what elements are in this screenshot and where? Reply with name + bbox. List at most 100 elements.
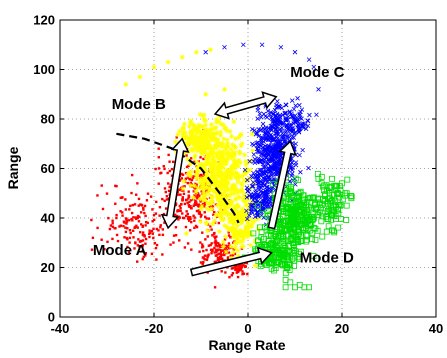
data-point-yellow [243,225,248,230]
data-point-red [116,234,118,236]
data-point-yellow [204,138,209,143]
data-point-red [96,194,98,196]
data-point-yellow [191,195,196,200]
data-point-red [228,242,230,244]
data-point-yellow [198,180,203,185]
data-point-yellow [191,123,196,128]
data-point-red [156,228,158,230]
data-point-red [187,197,189,199]
data-point-yellow [219,122,224,127]
data-point-red [96,227,98,229]
data-point-red [237,276,239,278]
data-point-green [345,177,350,182]
y-axis-label: Range [5,146,21,189]
data-point-red [151,208,153,210]
data-point-yellow [198,146,203,151]
data-point-yellow [236,135,241,140]
data-point-red [130,192,132,194]
data-point-red [182,174,184,176]
mode-label: Mode A [93,242,147,259]
data-point-yellow [222,126,227,131]
data-point-red [115,217,117,219]
data-point-yellow [239,143,244,148]
data-point-red [208,244,210,246]
data-point-yellow [201,112,206,117]
data-point-yellow [229,202,234,207]
data-point-yellow [208,128,213,133]
data-point-yellow [166,60,171,65]
data-point-blue [307,58,311,62]
data-point-red [194,201,196,203]
data-point-green [344,203,349,208]
data-point-green [324,229,329,234]
data-point-red [232,267,234,269]
data-point-red [214,286,216,288]
data-point-yellow [226,226,231,231]
data-point-red [126,220,128,222]
data-point-yellow [243,159,248,164]
data-point-yellow [182,122,187,127]
data-point-red [158,167,160,169]
data-point-red [189,229,191,231]
data-point-green [283,277,288,282]
data-point-yellow [232,154,237,159]
data-point-blue [307,113,311,117]
data-point-red [162,228,164,230]
data-point-red [238,269,240,271]
data-point-red [125,218,127,220]
data-point-blue [275,99,279,103]
mode-label: Mode B [112,96,166,113]
data-point-yellow [233,171,238,176]
data-point-yellow [234,204,239,209]
data-point-red [158,148,160,150]
data-point-red [166,172,168,174]
data-point-yellow [181,179,186,184]
data-point-yellow [228,175,233,180]
data-point-yellow [243,214,248,219]
data-point-yellow [218,161,223,166]
data-point-red [159,206,161,208]
data-point-blue [294,163,298,167]
data-point-yellow [206,191,211,196]
data-point-red [169,170,171,172]
data-point-red [129,205,131,207]
data-point-red [220,270,222,272]
data-point-yellow [183,130,188,135]
data-point-red [200,215,202,217]
data-point-red [129,237,131,239]
data-point-yellow [203,151,208,156]
data-point-blue [290,99,294,103]
data-point-red [186,166,188,168]
data-point-red [236,271,238,273]
data-point-yellow [234,235,239,240]
data-point-yellow [180,186,185,191]
data-point-yellow [219,214,224,219]
data-point-yellow [194,189,199,194]
data-point-red [132,204,134,206]
data-point-red [154,242,156,244]
data-point-red [114,203,116,205]
data-point-yellow [237,151,242,156]
y-tick-label: 100 [33,62,55,77]
data-point-red [172,161,174,163]
data-point-blue [204,50,208,54]
data-point-red [187,216,189,218]
data-point-red [160,224,162,226]
data-point-red [206,259,208,261]
data-point-yellow [250,148,255,153]
data-point-red [169,243,171,245]
data-point-red [172,241,174,243]
data-point-red [155,247,157,249]
data-point-red [123,220,125,222]
data-point-red [168,160,170,162]
data-point-red [215,254,217,256]
data-point-red [125,208,127,210]
data-point-yellow [249,224,254,229]
data-point-red [165,191,167,193]
data-point-yellow [194,176,199,181]
data-point-yellow [217,149,222,154]
data-point-red [175,226,177,228]
y-tick-label: 40 [41,211,55,226]
data-point-yellow [200,185,205,190]
data-point-red [136,182,138,184]
